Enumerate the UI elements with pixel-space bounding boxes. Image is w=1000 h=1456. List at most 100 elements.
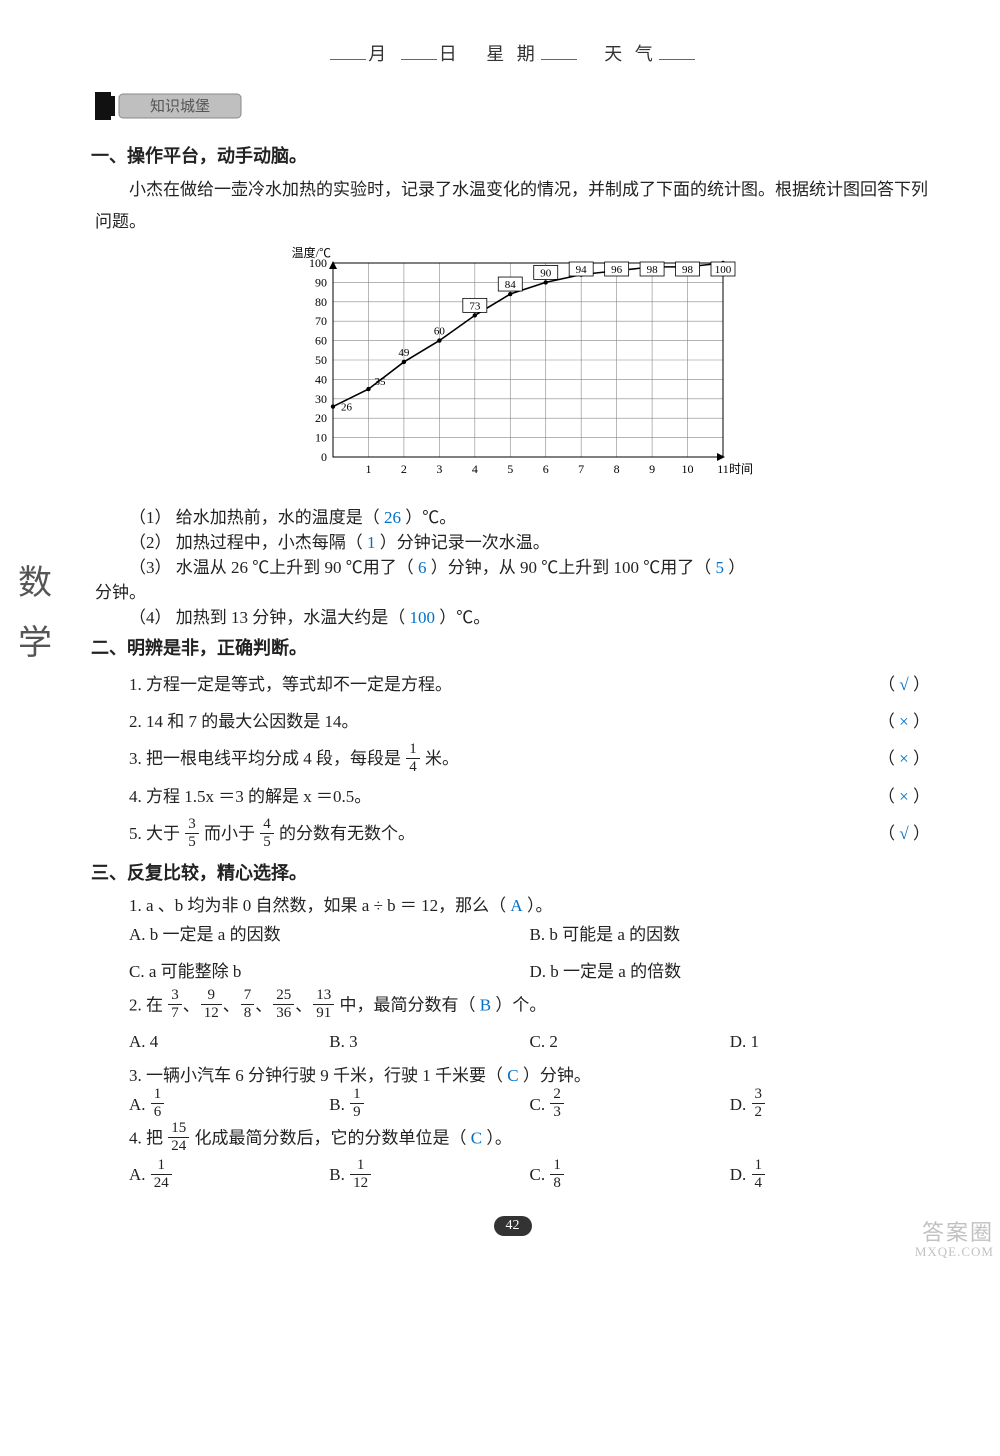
svg-text:60: 60: [433, 325, 445, 337]
frac: 78: [241, 988, 255, 1021]
s3-title: 三、反复比较，精心选择。: [91, 859, 930, 885]
svg-text:10: 10: [315, 430, 327, 444]
svg-text:7: 7: [578, 462, 584, 476]
svg-text:4: 4: [471, 462, 477, 476]
q1-ans: 26: [384, 508, 401, 527]
option: A. 16: [129, 1086, 329, 1123]
s3-q3-opts: A. 16B. 19C. 23D. 32: [95, 1086, 930, 1123]
q3-post: ）: [728, 558, 745, 577]
s1-q1: （1） 给水加热前，水的温度是（ 26 ）℃。: [95, 503, 930, 528]
q3-ans1: 6: [418, 558, 427, 577]
option: A. 124: [129, 1156, 329, 1193]
q2-ans: 1: [367, 533, 376, 552]
s1-q2: （2） 加热过程中，小杰每隔（ 1 ）分钟记录一次水温。: [95, 528, 930, 553]
section-badge: 知识城堡: [95, 90, 930, 124]
s3-q1-D: D. b 一定是 a 的倍数: [530, 953, 931, 990]
s2-i5-mid: 而小于: [204, 824, 255, 843]
svg-text:73: 73: [469, 300, 481, 312]
s2-item-5: 5. 大于 35 而小于 45 的分数有无数个。 （ √ ）: [95, 815, 930, 852]
svg-text:70: 70: [315, 314, 327, 328]
svg-text:6: 6: [542, 462, 548, 476]
q4-post: ）℃。: [439, 608, 490, 627]
badge-text: 知识城堡: [150, 98, 210, 115]
svg-text:90: 90: [540, 267, 552, 279]
s2-i5-ans: √: [899, 824, 908, 843]
s1-title: 一、操作平台，动手动脑。: [91, 142, 930, 168]
svg-text:98: 98: [646, 264, 658, 276]
svg-text:3: 3: [436, 462, 442, 476]
s2-i3-ans: ×: [899, 749, 909, 768]
s3-q1-opts: A. b 一定是 a 的因数 B. b 可能是 a 的因数 C. a 可能整除 …: [95, 916, 930, 991]
svg-text:26: 26: [341, 401, 353, 413]
label-day: 日: [439, 44, 461, 64]
s2-i2-text: 2. 14 和 7 的最大公因数是 14。: [129, 703, 866, 740]
q2-post: ）分钟记录一次水温。: [380, 533, 550, 552]
s2-item-1: 1. 方程一定是等式，等式却不一定是方程。 （ √ ）: [95, 666, 930, 703]
option: D. 32: [730, 1086, 930, 1123]
q2-pre: （2） 加热过程中，小杰每隔（: [129, 533, 363, 552]
label-month: 月: [368, 44, 390, 64]
s3-q1-ans: A: [510, 896, 522, 915]
s3-q4-opts: A. 124B. 112C. 18D. 14: [95, 1156, 930, 1193]
svg-text:96: 96: [611, 264, 623, 276]
svg-text:84: 84: [504, 279, 516, 291]
svg-text:11: 11: [717, 462, 729, 476]
s3-q2-opts: A. 4 B. 3 C. 2 D. 1: [95, 1023, 930, 1060]
s3-q2-ans: B: [480, 996, 491, 1015]
s2-i2-ans: ×: [899, 712, 909, 731]
s3-q2-A: A. 4: [129, 1023, 329, 1060]
s1-q3: （3） 水温从 26 ℃上升到 90 ℃用了（ 6 ）分钟，从 90 ℃上升到 …: [95, 553, 930, 578]
s2-i1-text: 1. 方程一定是等式，等式却不一定是方程。: [129, 666, 866, 703]
s2-i4-text: 4. 方程 1.5x ＝3 的解是 x ＝0.5。: [129, 778, 866, 815]
s3-q1-B: B. b 可能是 a 的因数: [530, 916, 931, 953]
svg-text:98: 98: [682, 264, 694, 276]
s3-q3-ans: C: [507, 1066, 518, 1085]
option: B. 19: [329, 1086, 529, 1123]
s2-item-2: 2. 14 和 7 的最大公因数是 14。 （ × ）: [95, 703, 930, 740]
s2-item-4: 4. 方程 1.5x ＝3 的解是 x ＝0.5。 （ × ）: [95, 778, 930, 815]
option: C. 18: [530, 1156, 730, 1193]
s3-q2-stem: 2. 在 37、912、78、2536、1391 中，最简分数有（ B ）个。: [95, 990, 930, 1023]
s1-intro: 小杰在做给一壶冷水加热的实验时，记录了水温变化的情况，并制成了下面的统计图。根据…: [95, 174, 930, 239]
q3-ans2: 5: [716, 558, 725, 577]
label-weekday: 星 期: [486, 44, 539, 64]
s3-q1-stem: 1. a 、b 均为非 0 自然数，如果 a ÷ b ＝ 12，那么（ A ）。: [95, 891, 930, 916]
q3-pre: （3） 水温从 26 ℃上升到 90 ℃用了（: [129, 558, 414, 577]
svg-text:100: 100: [714, 264, 731, 276]
svg-text:60: 60: [315, 333, 327, 347]
svg-text:10: 10: [681, 462, 693, 476]
svg-text:20: 20: [315, 411, 327, 425]
svg-text:80: 80: [315, 294, 327, 308]
svg-text:8: 8: [613, 462, 619, 476]
date-line: 月 日 星 期 天 气: [95, 40, 930, 66]
s1-q4: （4） 加热到 13 分钟，水温大约是（ 100 ）℃。: [95, 603, 930, 628]
worksheet-page: 数 学 月 日 星 期 天 气 知识城堡 一、操作平台，动手动脑。 小杰在做给一…: [0, 0, 1000, 1266]
watermark: 答案圈 MXQE.COM: [915, 1221, 994, 1259]
s2-i5-pre: 5. 大于: [129, 824, 180, 843]
page-number: 42: [95, 1214, 930, 1236]
s3-q4-stem: 4. 把 1524 化成最简分数后，它的分数单位是（ C ）。: [95, 1123, 930, 1156]
frac: 912: [201, 988, 222, 1021]
q4-pre: （4） 加热到 13 分钟，水温大约是（: [129, 608, 405, 627]
s2-i1-ans: √: [899, 675, 908, 694]
frac: 37: [168, 988, 182, 1021]
svg-text:5: 5: [507, 462, 513, 476]
svg-text:时间/分: 时间/分: [729, 462, 753, 476]
q1-post: ）℃。: [405, 508, 456, 527]
option: D. 14: [730, 1156, 930, 1193]
svg-text:30: 30: [315, 391, 327, 405]
s2-i3-post: 米。: [425, 749, 459, 768]
svg-text:9: 9: [649, 462, 655, 476]
option: B. 112: [329, 1156, 529, 1193]
s3-q4-ans: C: [471, 1129, 482, 1148]
temperature-chart: 温度/℃01020304050607080901001234567891011时…: [95, 243, 930, 493]
s3-q3-stem: 3. 一辆小汽车 6 分钟行驶 9 千米，行驶 1 千米要（ C ）分钟。: [95, 1061, 930, 1086]
s3-q2-B: B. 3: [329, 1023, 529, 1060]
s1-q3-tail: 分钟。: [95, 578, 930, 603]
svg-text:1: 1: [365, 462, 371, 476]
frac: 1391: [313, 988, 334, 1021]
svg-text:2: 2: [400, 462, 406, 476]
s2-i3-pre: 3. 把一根电线平均分成 4 段，每段是: [129, 749, 401, 768]
s2-i4-ans: ×: [899, 787, 909, 806]
label-weather: 天 气: [604, 44, 657, 64]
